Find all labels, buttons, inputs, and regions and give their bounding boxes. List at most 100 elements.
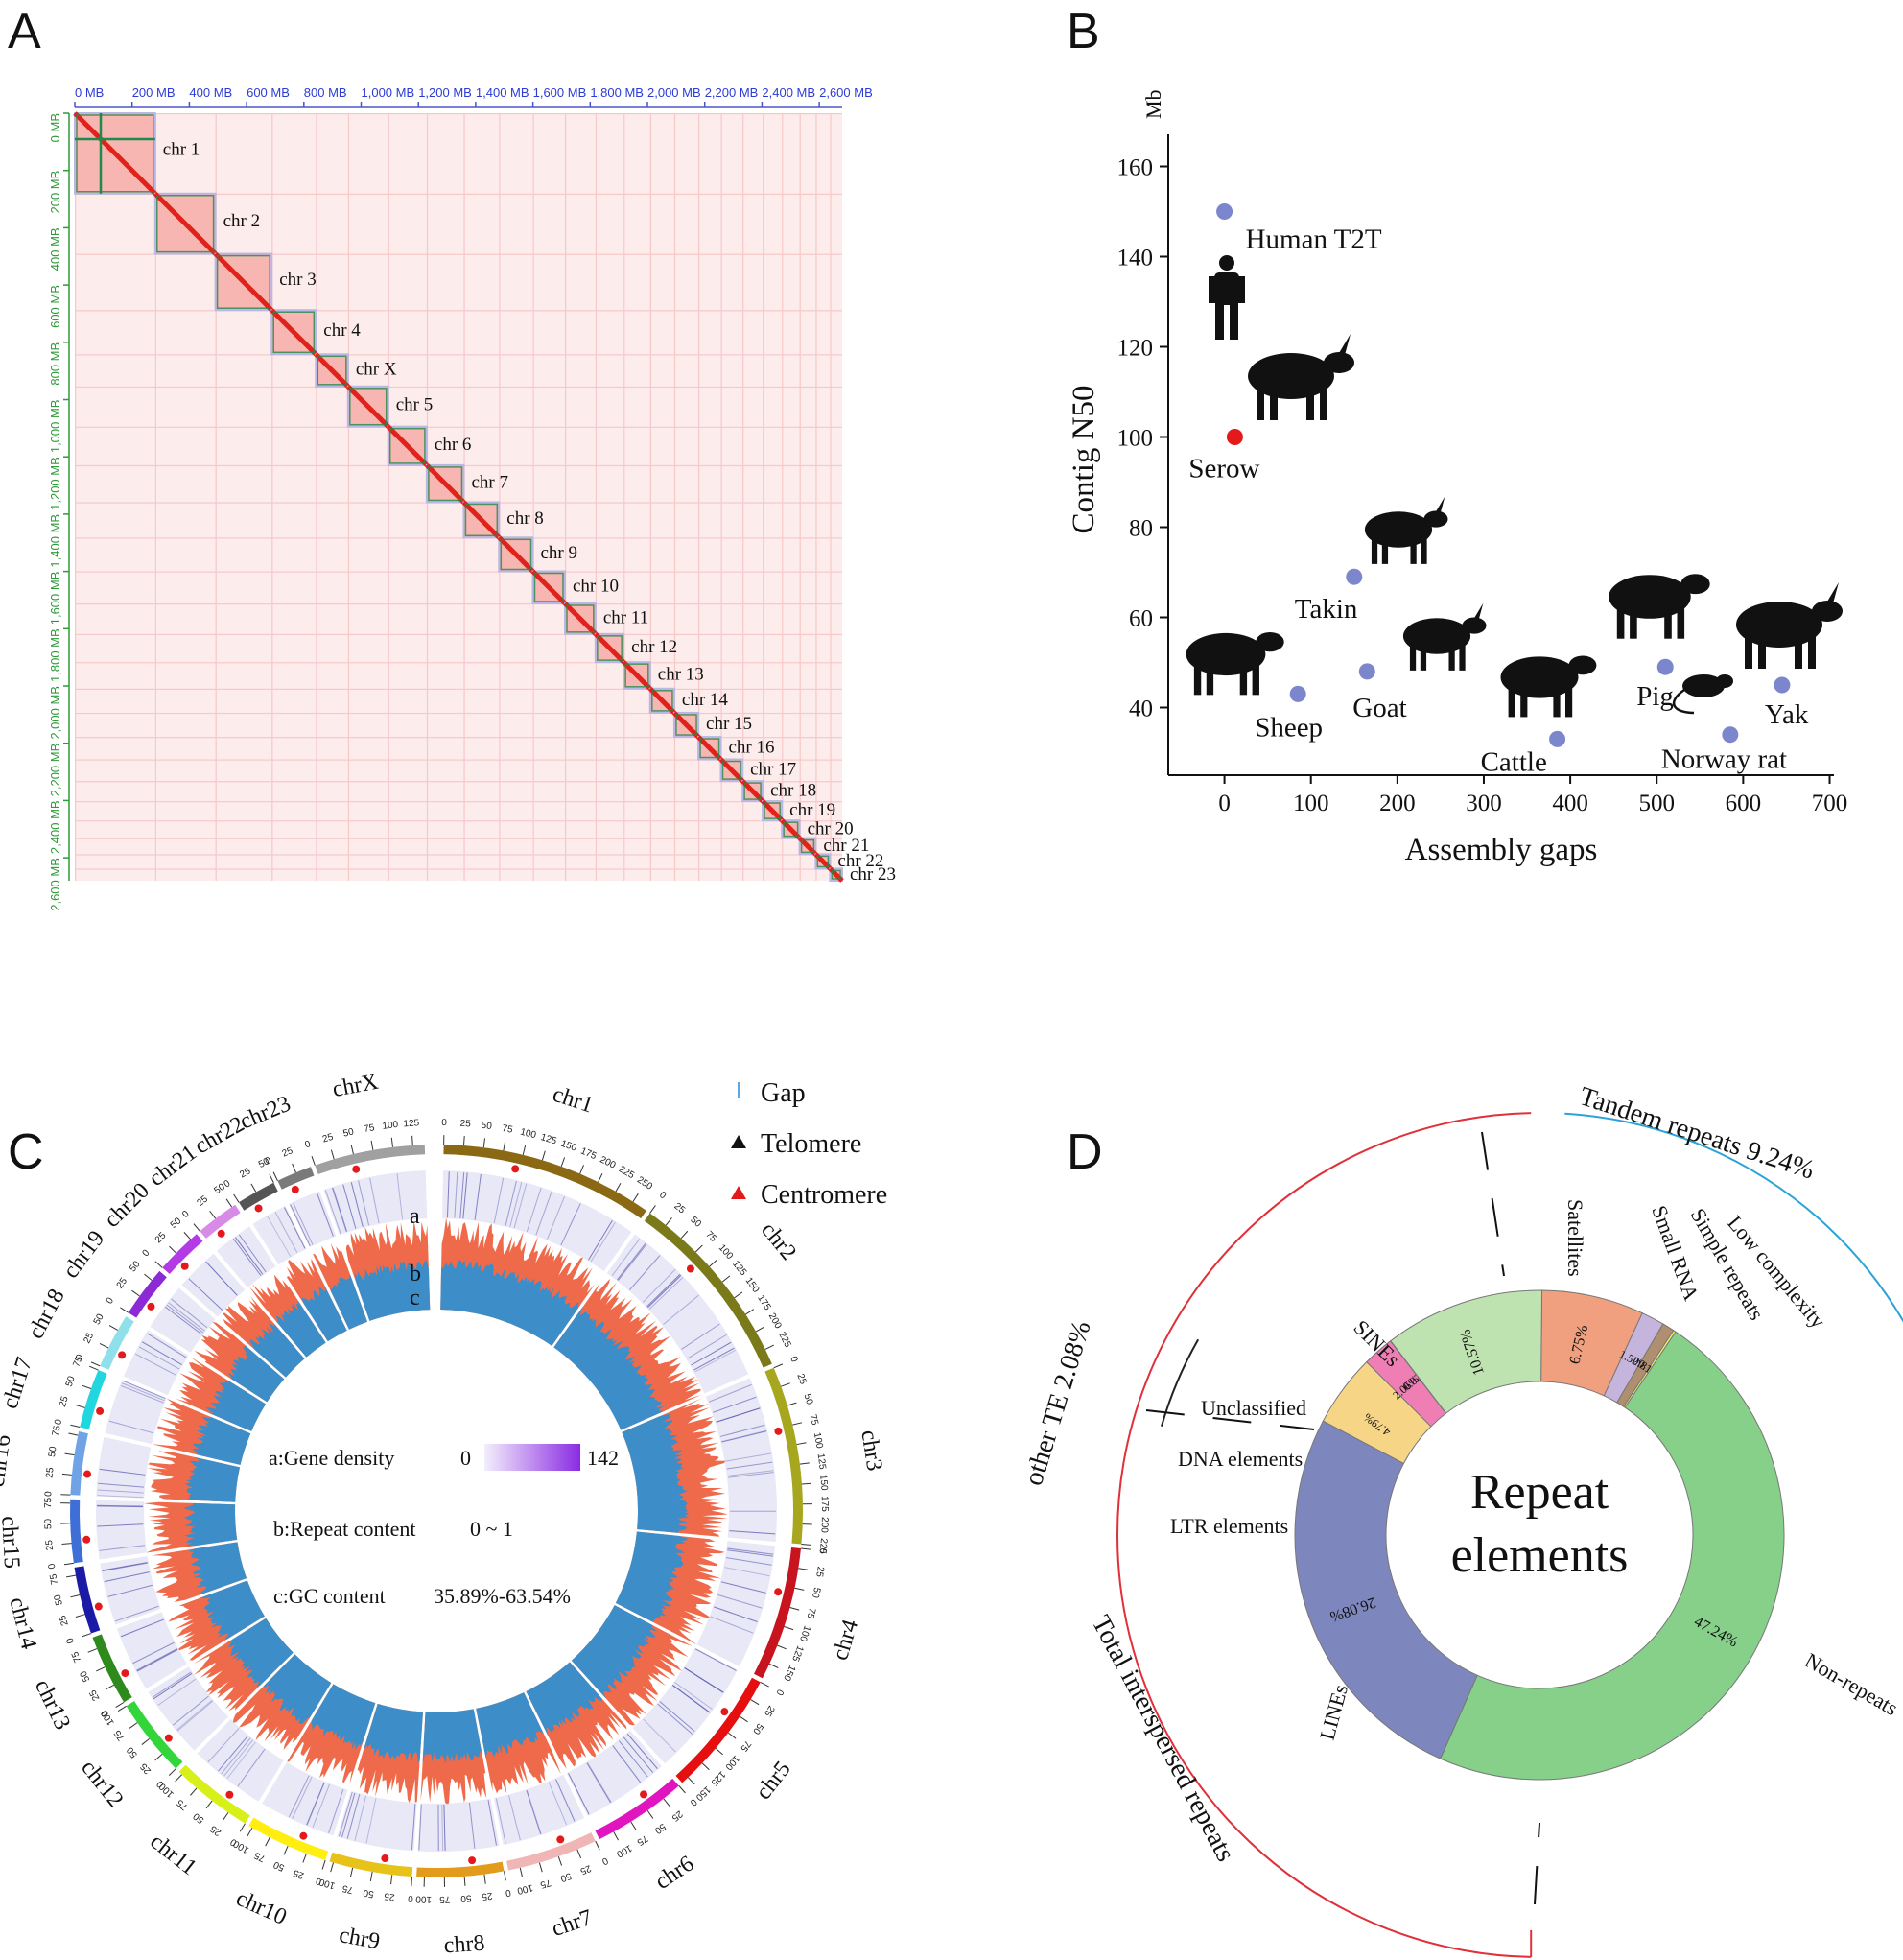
sheep-silhouette-head — [1256, 632, 1284, 652]
hic-block-diagonal — [386, 424, 429, 467]
hic-chromosome-label: chr 1 — [163, 140, 200, 160]
circos-centromere-mark — [147, 1302, 155, 1311]
circos-ideogram — [239, 1182, 278, 1211]
hic-top-tick-label: 2,000 MB — [647, 85, 701, 100]
circos-gc-track — [264, 1654, 332, 1724]
circos-chromosome-label: chr19 — [59, 1226, 110, 1283]
hic-left-tick-label: 1,800 MB — [48, 628, 62, 682]
circos-tick-label: 50 — [271, 1858, 286, 1873]
circos-gene-density-bg — [105, 1380, 167, 1445]
circos-gene-density-line — [331, 1187, 347, 1232]
hic-top-tick-label: 1,800 MB — [590, 85, 644, 100]
circos-tick — [90, 1361, 101, 1367]
circos-chromosome-label: chr9 — [337, 1923, 382, 1954]
y-tick-label: 60 — [1129, 606, 1153, 632]
hic-stripe — [75, 688, 842, 690]
circos-gene-density-line — [714, 1606, 758, 1622]
circos-gene-density-line — [97, 1489, 144, 1494]
circos-tick-label: 50 — [125, 1744, 140, 1759]
circos-gene-density-line — [317, 1193, 334, 1237]
cattle-silhouette-leg — [1553, 687, 1561, 718]
circos-gene-density-bg — [262, 1761, 348, 1836]
circos-centromere-mark — [686, 1264, 694, 1273]
rat-silhouette — [1672, 674, 1733, 715]
human-arm — [1209, 276, 1215, 303]
circos-track-label: a — [410, 1204, 420, 1229]
hic-stripe — [532, 113, 534, 881]
hic-assembly-frame — [216, 254, 270, 309]
hic-block — [461, 500, 502, 540]
circos-gene-density-line — [166, 1304, 204, 1334]
hic-chromosome-label: chr 4 — [323, 320, 361, 341]
hic-chromosome-label: chr 19 — [789, 800, 835, 820]
circos-gene-density-line — [223, 1739, 254, 1777]
circos-gene-density-line — [708, 1383, 752, 1403]
circos-gene-density-line — [97, 1505, 144, 1508]
circos-centromere-mark — [299, 1831, 308, 1840]
takin-silhouette-head — [1423, 510, 1448, 528]
circos-gene-density-line — [114, 1605, 159, 1622]
donut-slice — [1390, 1289, 1543, 1414]
human-head — [1219, 255, 1234, 271]
hic-stripe — [75, 820, 842, 822]
hic-block — [346, 385, 390, 429]
donut-segment-label: LTR elements — [1170, 1514, 1288, 1538]
circos-chromosome-label: chr21 — [145, 1141, 201, 1193]
circos-gene-density-line — [136, 1648, 178, 1672]
circos-gene-density-line — [487, 1800, 498, 1846]
circos-tick-label: 100 — [415, 1893, 432, 1904]
x-tick-label: 300 — [1466, 791, 1502, 816]
circos-tick — [764, 1344, 774, 1350]
circos-tick — [193, 1223, 200, 1232]
human-torso — [1214, 272, 1239, 305]
circos-gc-track — [200, 1580, 265, 1641]
circos-gc-track — [622, 1413, 690, 1533]
circos-gene-density-line — [168, 1302, 205, 1332]
tandem-repeats-arc — [1564, 1112, 1903, 1323]
circos-tick — [183, 1232, 192, 1240]
circos-tick-label: 225 — [817, 1538, 830, 1555]
circos-gene-density-line — [694, 1648, 737, 1671]
takin-silhouette-leg — [1381, 538, 1389, 564]
panel-b-scatter: B 40 60 80 100 120 140 160 0 100 200 300 400 500 600 7… — [1067, 4, 1847, 867]
circos-centromere-mark — [381, 1854, 389, 1863]
takin-silhouette-leg — [1410, 538, 1417, 564]
circos-tick — [265, 1836, 270, 1847]
circos-chromosome: 0 25 50 75 chr16 — [0, 1424, 241, 1502]
circos-tick — [292, 1163, 296, 1173]
circos-tick — [96, 1666, 106, 1672]
circos-chromosome: 0 25 50 75 100 chr8 — [415, 1709, 511, 1958]
circos-chromosome-label: chr16 — [0, 1433, 15, 1489]
circos-tick — [800, 1547, 811, 1550]
circos-tick — [209, 1210, 217, 1219]
takin-silhouette — [1364, 496, 1448, 564]
yak-silhouette-leg — [1745, 636, 1752, 669]
circos-chromosome: 0 25 50 75 100 chr7 — [476, 1692, 609, 1942]
circos-gene-density-line — [726, 1557, 772, 1566]
circos-tick-label: 50 — [47, 1445, 59, 1457]
circos-tick-label: 25 — [87, 1688, 102, 1702]
goat-silhouette-leg — [1409, 645, 1417, 671]
circos-tick-label: 75 — [71, 1355, 85, 1369]
circos-gene-density-line — [221, 1737, 251, 1775]
circos-gene-density-line — [157, 1678, 197, 1706]
circos-tick — [190, 1787, 198, 1796]
circos-gc-track — [275, 1300, 326, 1358]
circos-tick — [369, 1872, 373, 1882]
circos-tick — [755, 1326, 765, 1333]
hic-block — [718, 757, 744, 783]
hic-block — [153, 192, 218, 256]
circos-centromere-mark — [556, 1835, 565, 1844]
circos-gene-density-bg — [323, 1170, 428, 1236]
circos-tick — [70, 1594, 81, 1598]
hic-block-diagonal — [594, 632, 625, 664]
circos-gene-density-line — [411, 1804, 416, 1851]
hic-stripe — [75, 113, 77, 881]
circos-gene-density-bg — [417, 1798, 500, 1852]
circos-tick — [745, 1309, 755, 1315]
circos-gene-density-line — [99, 1468, 146, 1476]
scatter-point-label: Human T2T — [1246, 224, 1382, 255]
circos-gene-density-line — [555, 1779, 576, 1822]
scatter-point-label: Cattle — [1481, 746, 1547, 777]
